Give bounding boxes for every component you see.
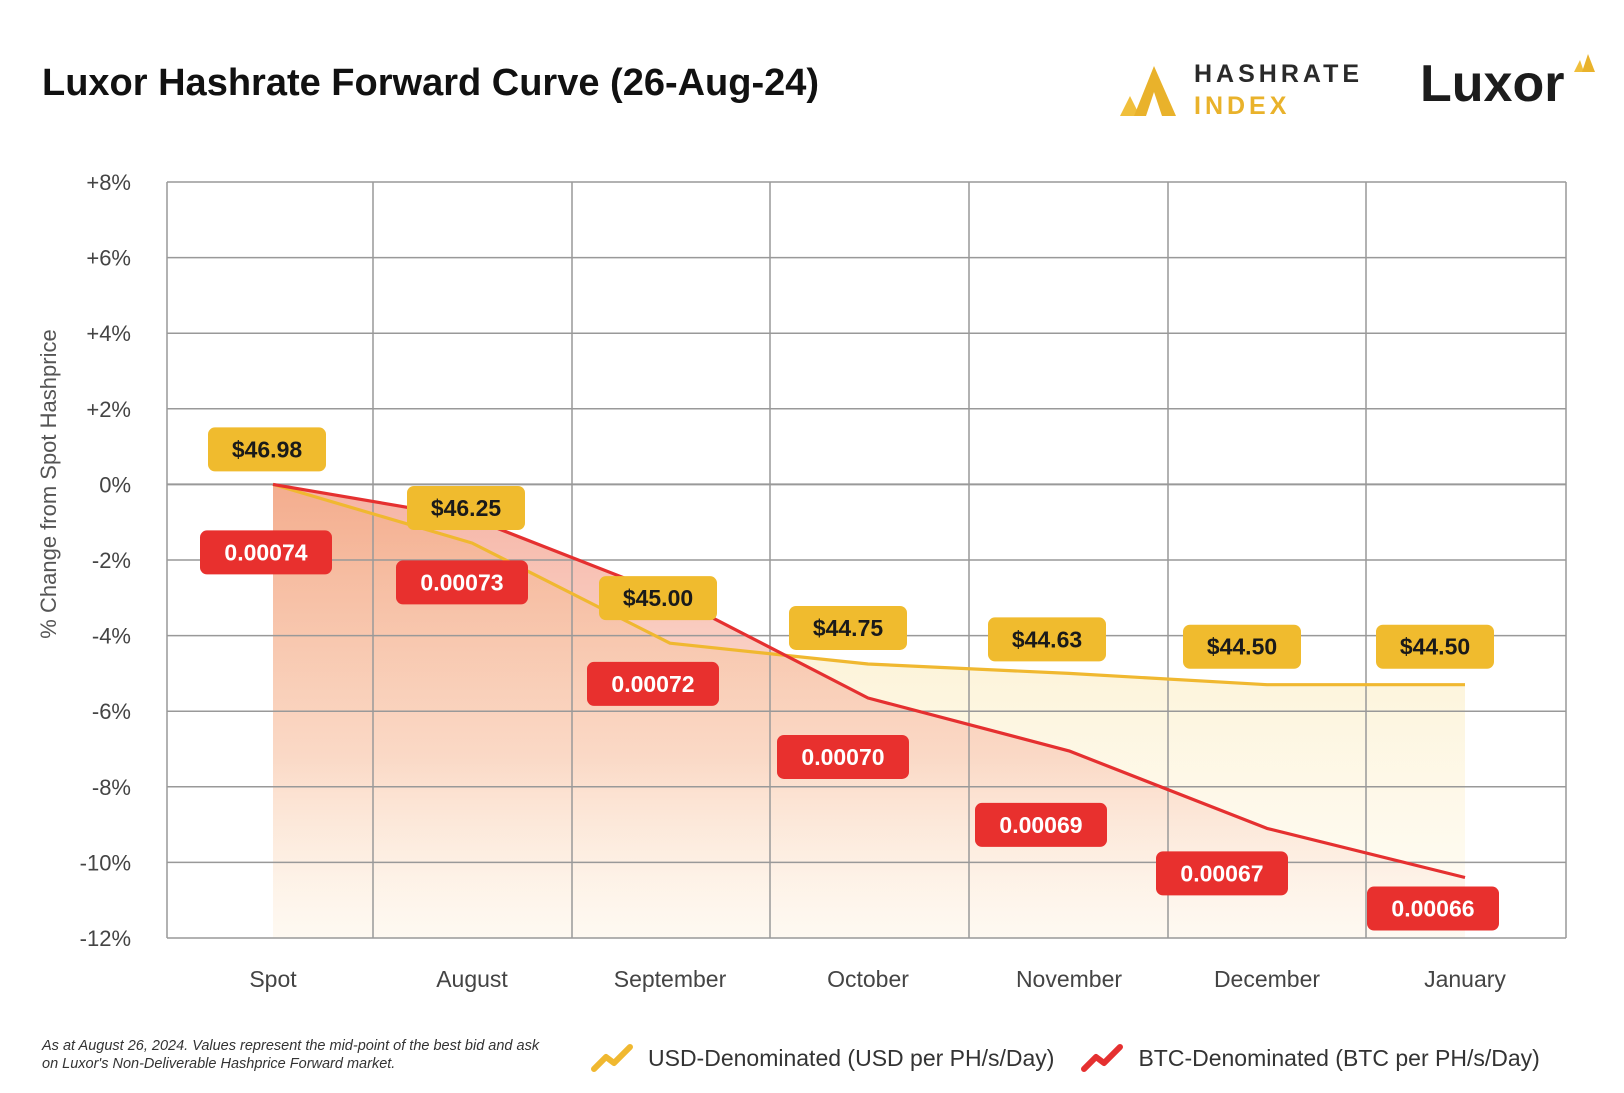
btc-data-label: 0.00073 [396, 560, 528, 605]
x-tick-label: September [614, 966, 727, 992]
usd-data-label-text: $44.75 [813, 615, 884, 641]
luxor-logo-word: Luxor [1420, 55, 1565, 113]
btc-data-label-text: 0.00074 [224, 539, 307, 565]
legend-btc-line-icon [1081, 1044, 1124, 1072]
x-tick-label: December [1214, 966, 1320, 992]
legend-usd-line-icon [591, 1044, 633, 1072]
x-tick-label: August [436, 966, 508, 992]
btc-data-label-text: 0.00069 [999, 812, 1082, 838]
y-tick-label: 0% [99, 472, 131, 497]
btc-data-label-text: 0.00072 [611, 671, 694, 697]
btc-data-label: 0.00072 [587, 661, 719, 706]
btc-data-label-box [396, 560, 528, 605]
usd-data-label-text: $44.63 [1012, 626, 1082, 652]
usd-data-label-text: $45.00 [623, 585, 693, 611]
usd-data-label-box [599, 576, 717, 621]
btc-data-label-box [587, 661, 719, 706]
btc-data-label-text: 0.00070 [801, 744, 884, 770]
y-tick-label: -4% [92, 624, 131, 649]
usd-data-label: $44.75 [789, 605, 907, 650]
btc-data-label-text: 0.00066 [1391, 896, 1474, 922]
btc-data-label: 0.00066 [1367, 886, 1499, 931]
btc-data-label-box [1156, 851, 1288, 896]
usd-data-label: $46.98 [208, 427, 326, 472]
btc-data-label-text: 0.00067 [1180, 860, 1263, 886]
usd-data-label-box [789, 605, 907, 650]
btc-data-label-box [777, 734, 909, 779]
legend: USD-Denominated (USD per PH/s/Day) BTC-D… [590, 1040, 1566, 1076]
luxor-logo-icon [1574, 54, 1595, 72]
hashrate-index-logo-icon [1120, 66, 1176, 116]
luxor-logo: Luxor [1420, 52, 1610, 122]
chart-grid [166, 181, 1567, 939]
y-tick-label: -12% [80, 926, 131, 951]
usd-data-label-text: $44.50 [1400, 634, 1470, 660]
x-tick-label: Spot [249, 966, 297, 992]
usd-data-label-box [1376, 624, 1494, 669]
btc-data-label-box [975, 802, 1107, 847]
usd-data-label: $45.00 [599, 576, 717, 621]
y-tick-label: +4% [86, 321, 131, 346]
y-tick-label: +6% [86, 246, 131, 271]
btc-data-label-box [1367, 886, 1499, 931]
hashrate-index-logo-line1: HASHRATE [1194, 60, 1364, 88]
x-tick-label: November [1016, 966, 1122, 992]
x-tick-label: October [827, 966, 909, 992]
btc-data-label: 0.00074 [200, 530, 332, 575]
usd-data-label-box [208, 427, 326, 472]
footnote: As at August 26, 2024. Values represent … [42, 1038, 540, 1072]
x-tick-label: January [1424, 966, 1506, 992]
btc-data-label-box [200, 530, 332, 575]
usd-data-label-text: $46.25 [431, 495, 502, 521]
usd-data-label-box [1183, 624, 1301, 669]
btc-data-label-text: 0.00073 [420, 569, 503, 595]
y-tick-label: +2% [86, 397, 131, 422]
chart-title: Luxor Hashrate Forward Curve (26-Aug-24) [42, 62, 820, 104]
y-axis-label: % Change from Spot Hashprice [36, 329, 61, 638]
data-labels: $46.98 $46.25 $45.00 $44.75 $44.63 $44.50 $44.… [200, 427, 1499, 931]
btc-data-label: 0.00067 [1156, 851, 1288, 896]
hashrate-index-logo-line2: INDEX [1194, 92, 1291, 120]
y-tick-label: -8% [92, 775, 131, 800]
btc-data-label: 0.00070 [777, 734, 909, 779]
y-tick-label: -6% [92, 699, 131, 724]
chart-axes: +8% +6% +4% +2% 0% -2% -4% -6% -8% -10% -12% Spot Au… [80, 170, 1507, 992]
legend-btc-label: BTC-Denominated (BTC per PH/s/Day) [1138, 1044, 1540, 1071]
legend-usd-label: USD-Denominated (USD per PH/s/Day) [648, 1044, 1055, 1071]
usd-data-label-box [407, 485, 525, 530]
usd-data-label: $46.25 [407, 485, 525, 530]
usd-data-label: $44.63 [988, 617, 1106, 662]
legend-item-usd: USD-Denominated (USD per PH/s/Day) [590, 1043, 1054, 1073]
usd-data-label: $44.50 [1183, 624, 1301, 669]
usd-data-label-text: $44.50 [1207, 634, 1277, 660]
y-tick-label: -10% [80, 850, 131, 875]
btc-data-label: 0.00069 [975, 802, 1107, 847]
usd-data-label-text: $46.98 [232, 436, 303, 462]
y-tick-label: +8% [86, 170, 131, 195]
usd-data-label: $44.50 [1376, 624, 1494, 669]
y-tick-label: -2% [92, 548, 131, 573]
hashrate-index-logo: HASHRATE INDEX [1118, 58, 1368, 122]
legend-item-btc: BTC-Denominated (BTC per PH/s/Day) [1080, 1043, 1540, 1073]
usd-series-line [272, 482, 1465, 687]
usd-data-label-box [988, 617, 1106, 662]
